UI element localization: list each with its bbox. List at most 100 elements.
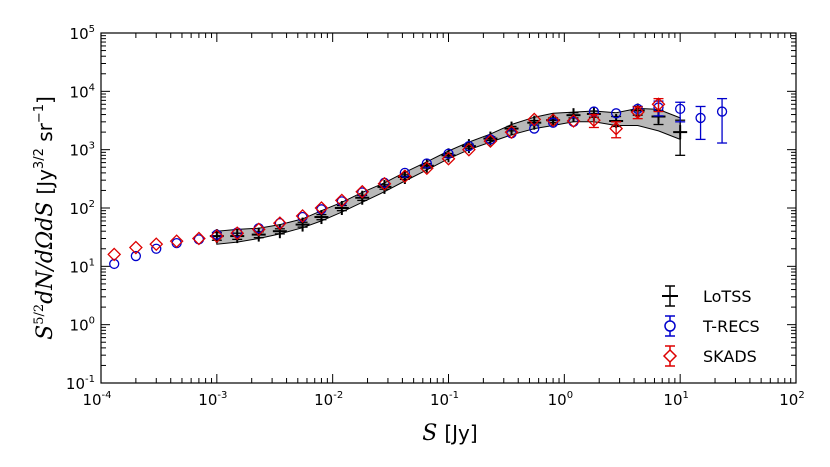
data-point bbox=[230, 226, 245, 241]
x-tick-label: 10-1 bbox=[430, 390, 459, 409]
data-point bbox=[109, 258, 120, 270]
data-point bbox=[630, 105, 645, 120]
data-point bbox=[355, 184, 370, 199]
diamond-marker bbox=[334, 193, 349, 208]
legend: LoTSS T-RECS SKADS bbox=[662, 285, 760, 367]
x-tick-label: 10-3 bbox=[198, 390, 227, 409]
diamond-marker bbox=[546, 113, 561, 128]
data-point bbox=[377, 176, 392, 191]
diamond-marker bbox=[230, 226, 245, 241]
diamond-marker bbox=[149, 237, 164, 252]
x-tick-label: 10-4 bbox=[82, 390, 111, 409]
data-point bbox=[272, 216, 287, 231]
diamond-marker bbox=[504, 125, 519, 140]
axis-ticks: 10-4 10-3 10-2 10-1 100 101 102 10-1 100 101 102 10… bbox=[66, 24, 805, 409]
data-point bbox=[314, 201, 329, 215]
data-point bbox=[419, 158, 434, 173]
diamond-marker bbox=[295, 209, 310, 223]
legend-label-lotss: LoTSS bbox=[703, 287, 752, 306]
data-point bbox=[443, 148, 454, 159]
y-tick-label: 105 bbox=[70, 24, 95, 43]
circle-marker bbox=[274, 217, 286, 229]
circle-marker bbox=[695, 112, 706, 124]
data-point bbox=[441, 151, 456, 166]
circle-marker bbox=[610, 108, 622, 119]
x-tick-label: 101 bbox=[663, 390, 688, 409]
circle-marker bbox=[716, 106, 728, 117]
circle-marker bbox=[547, 117, 559, 128]
series-skads bbox=[107, 97, 666, 262]
y-tick-label: 101 bbox=[70, 257, 95, 276]
diamond-marker bbox=[419, 161, 434, 176]
x-tick-label: 100 bbox=[548, 390, 573, 409]
data-point bbox=[107, 247, 122, 262]
legend-item-lotss: LoTSS bbox=[662, 285, 752, 307]
circle-marker bbox=[399, 167, 411, 179]
diamond-marker bbox=[483, 134, 498, 149]
data-point bbox=[529, 123, 540, 134]
data-point bbox=[483, 134, 498, 149]
diamond-marker bbox=[107, 247, 122, 262]
diamond-marker bbox=[566, 114, 581, 128]
circle-marker bbox=[130, 250, 142, 262]
data-point bbox=[274, 217, 286, 229]
diamond-marker bbox=[609, 121, 624, 136]
circle-marker bbox=[463, 140, 475, 152]
data-point bbox=[191, 231, 206, 246]
x-tick-label: 10-2 bbox=[314, 390, 343, 409]
circle-marker bbox=[151, 243, 162, 254]
diamond-marker bbox=[441, 151, 456, 166]
diamond-marker bbox=[630, 105, 645, 120]
data-point bbox=[128, 240, 143, 255]
data-point bbox=[609, 121, 624, 139]
data-point bbox=[130, 250, 142, 262]
circle-marker bbox=[529, 123, 540, 134]
data-point bbox=[463, 140, 475, 152]
diamond-marker bbox=[527, 112, 542, 127]
data-point bbox=[419, 161, 434, 176]
data-point bbox=[586, 113, 601, 129]
diamond-marker bbox=[209, 229, 224, 244]
diamond-marker bbox=[191, 231, 206, 246]
data-point bbox=[421, 158, 432, 169]
circle-marker bbox=[675, 103, 686, 115]
x-axis-title: S [Jy] bbox=[422, 421, 477, 446]
data-point bbox=[209, 229, 224, 244]
circle-marker bbox=[443, 148, 454, 159]
legend-item-skads: SKADS bbox=[662, 345, 757, 367]
diamond-marker bbox=[461, 142, 476, 157]
data-point bbox=[397, 169, 412, 184]
y-axis-title: S5/2dN/dΩdS [Jy3/2 sr−1] bbox=[32, 96, 58, 340]
data-point bbox=[566, 114, 581, 128]
legend-label-skads: SKADS bbox=[703, 347, 757, 366]
circle-marker bbox=[421, 158, 432, 169]
data-point bbox=[527, 112, 542, 127]
data-series bbox=[107, 97, 728, 270]
x-tick-label: 102 bbox=[779, 390, 804, 409]
plot-border bbox=[100, 32, 797, 384]
data-point bbox=[151, 243, 162, 254]
data-point bbox=[695, 105, 706, 141]
data-point bbox=[675, 101, 686, 123]
legend-item-trecs: T-RECS bbox=[664, 315, 760, 337]
legend-label-trecs: T-RECS bbox=[702, 317, 760, 336]
diamond-marker bbox=[586, 113, 601, 128]
diamond-marker bbox=[314, 201, 329, 215]
data-point bbox=[334, 193, 349, 208]
y-tick-label: 100 bbox=[70, 316, 95, 335]
data-point bbox=[295, 209, 310, 223]
data-point bbox=[651, 97, 666, 113]
data-point bbox=[251, 222, 266, 237]
data-point bbox=[610, 108, 622, 119]
diamond-marker bbox=[377, 176, 392, 191]
data-point bbox=[546, 113, 561, 128]
diamond-marker bbox=[251, 222, 266, 237]
data-point bbox=[399, 167, 411, 179]
circle-marker bbox=[109, 258, 120, 270]
diamond-marker bbox=[169, 234, 184, 249]
y-tick-label: 10-1 bbox=[66, 374, 95, 393]
diamond-marker bbox=[355, 184, 370, 199]
data-point bbox=[461, 142, 476, 157]
diamond-marker bbox=[651, 97, 666, 112]
